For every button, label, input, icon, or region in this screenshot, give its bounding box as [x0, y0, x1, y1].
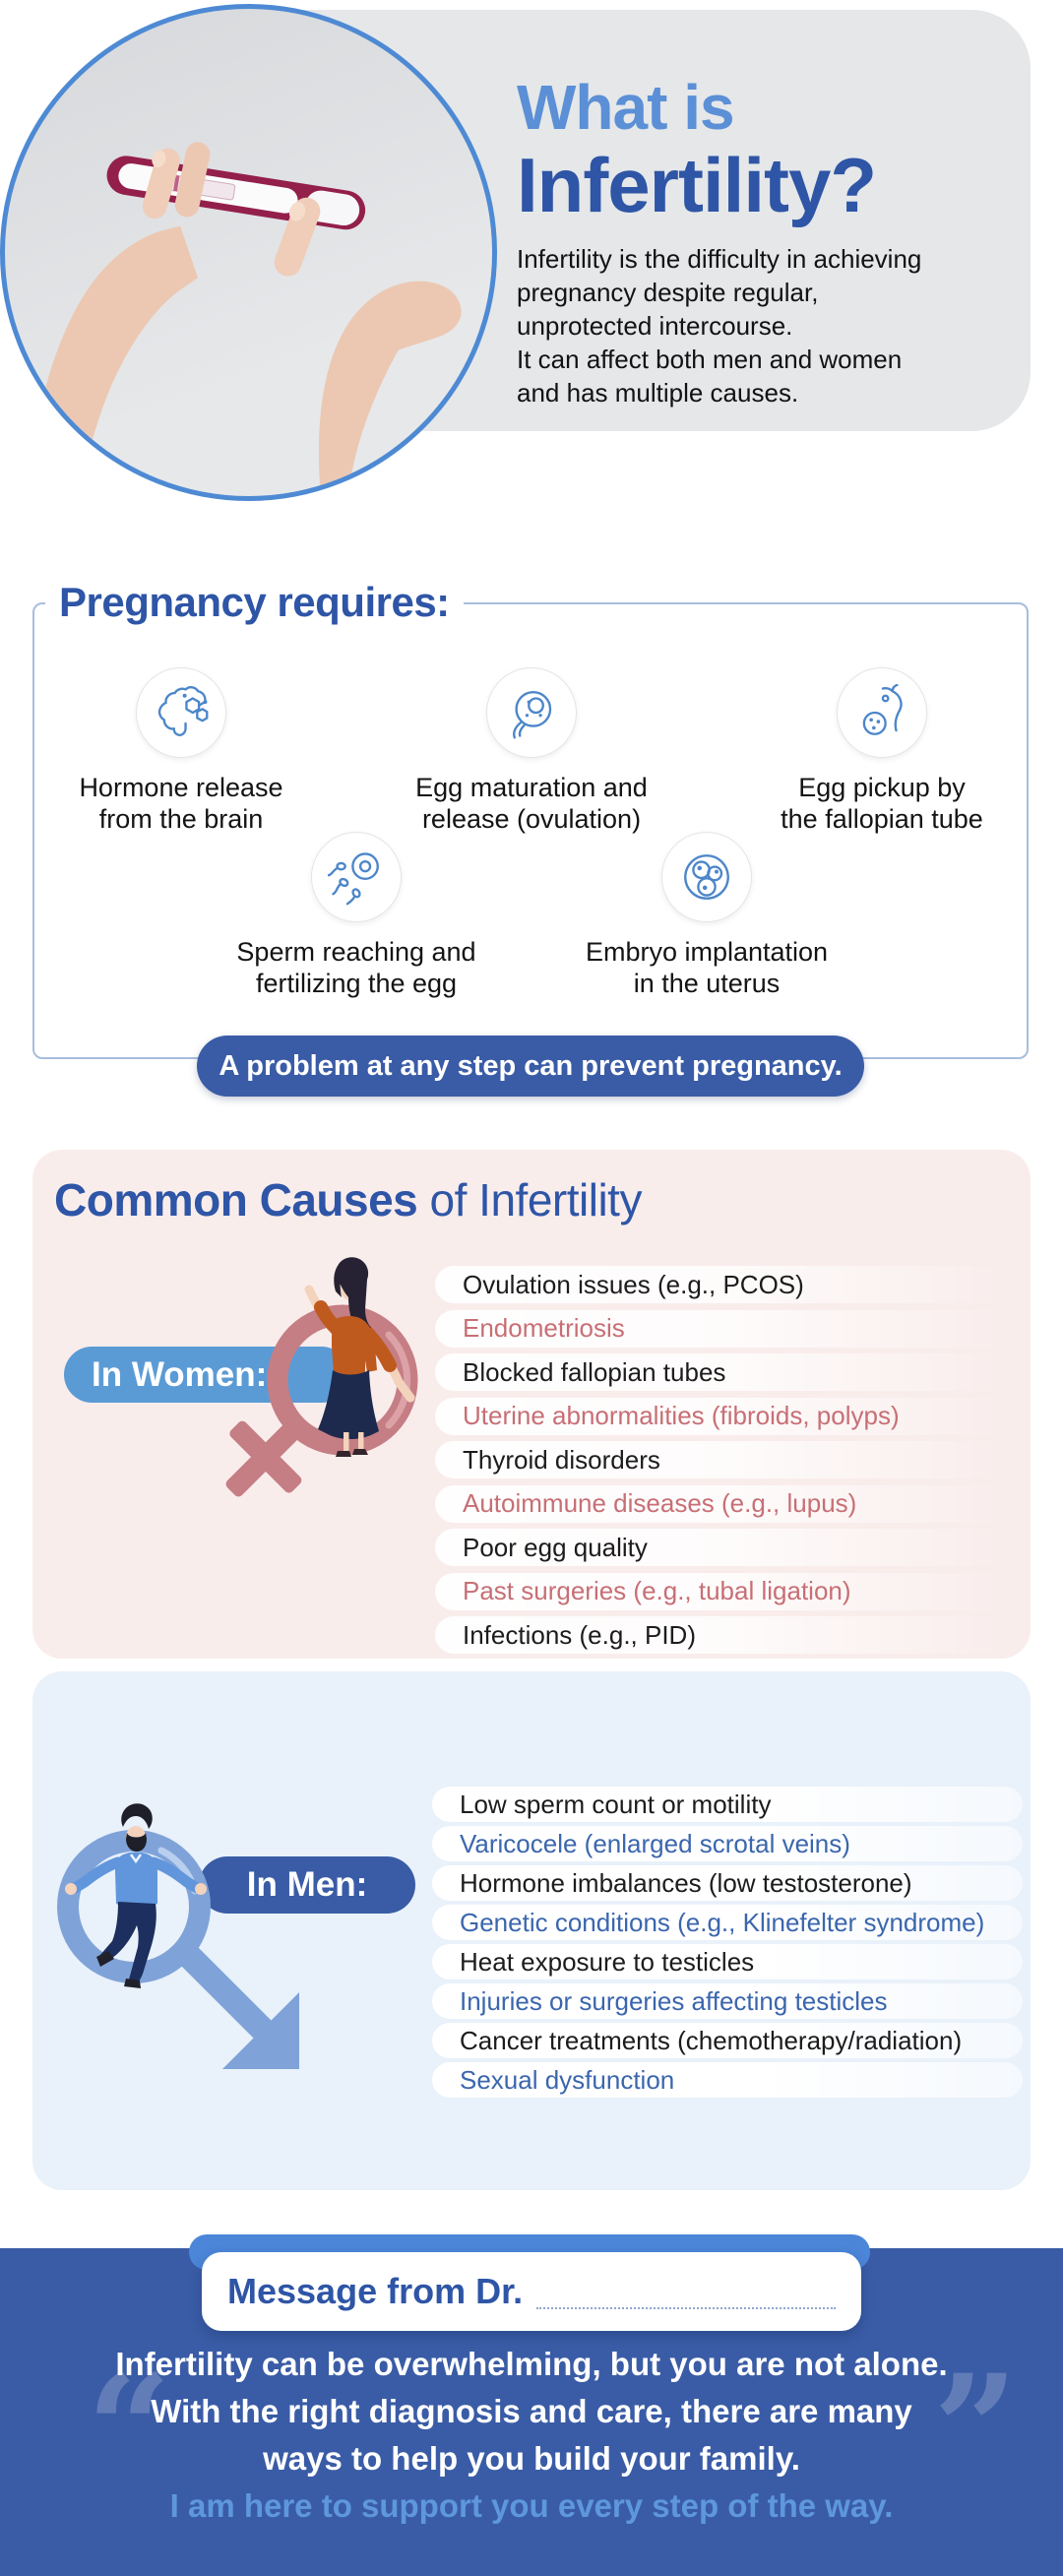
cause-item: Sexual dysfunction	[432, 2062, 1023, 2098]
page-title-dark: Infertility?	[517, 142, 877, 228]
step-hormone-release: Hormone release from the brain	[33, 667, 329, 835]
cause-item: Past surgeries (e.g., tubal ligation)	[435, 1572, 1026, 1610]
female-symbol-icon	[225, 1304, 418, 1497]
cause-item: Hormone imbalances (low testosterone)	[432, 1865, 1023, 1901]
women-causes-list: Ovulation issues (e.g., PCOS) Endometrio…	[435, 1266, 1026, 1654]
warning-banner: A problem at any step can prevent pregna…	[197, 1036, 864, 1097]
step-label: Egg pickup by the fallopian tube	[781, 773, 983, 834]
embryo-icon	[684, 854, 729, 900]
cause-item: Genetic conditions (e.g., Klinefelter sy…	[432, 1905, 1023, 1940]
cause-item: Uterine abnormalities (fibroids, polyps)	[435, 1397, 1026, 1435]
woman-figure	[304, 1257, 415, 1457]
doctor-message-text: Infertility can be overwhelming, but you…	[115, 2346, 948, 2477]
male-symbol-illustration	[57, 1803, 299, 2069]
egg-release-icon	[513, 690, 552, 739]
cause-item: Ovulation issues (e.g., PCOS)	[435, 1266, 1026, 1303]
step-label: Hormone release from the brain	[79, 773, 283, 834]
doctor-message-highlight: I am here to support you every step of t…	[169, 2487, 894, 2524]
brain-icon	[157, 686, 209, 737]
pregnancy-test-icon	[106, 156, 366, 230]
cause-item: Cancer treatments (chemotherapy/radiatio…	[432, 2023, 1023, 2058]
cause-item: Blocked fallopian tubes	[435, 1353, 1026, 1391]
cause-item: Varicocele (enlarged scrotal veins)	[432, 1826, 1023, 1861]
doctor-name-blank-line	[536, 2307, 836, 2309]
header-text-block: What is Infertility? Infertility is the …	[517, 73, 1048, 409]
female-symbol-illustration	[225, 1257, 418, 1497]
fallopian-tube-icon	[862, 684, 903, 735]
step-sperm-fertilization: Sperm reaching and fertilizing the egg	[209, 832, 504, 999]
cause-item: Low sperm count or motility	[432, 1787, 1023, 1822]
pregnancy-requires-title: Pregnancy requires:	[45, 577, 464, 628]
infertility-definition: Infertility is the difficulty in achievi…	[517, 244, 922, 408]
step-label: Embryo implantation in the uterus	[585, 937, 829, 998]
hands-holding-test-illustration	[25, 142, 462, 496]
man-figure	[65, 1803, 207, 1988]
message-from-dr-box: Message from Dr.	[202, 2252, 861, 2331]
message-from-dr-title: Message from Dr.	[227, 2271, 524, 2311]
common-causes-title-regular: of Infertility	[417, 1174, 643, 1225]
cause-item: Heat exposure to testicles	[432, 1944, 1023, 1979]
step-label: Egg maturation and release (ovulation)	[415, 773, 648, 834]
cause-item: Endometriosis	[435, 1309, 1026, 1348]
in-men-label: In Men:	[199, 1856, 415, 1914]
step-label: Sperm reaching and fertilizing the egg	[236, 937, 476, 998]
step-embryo-implantation: Embryo implantation in the uterus	[559, 832, 854, 999]
in-women-label: In Women:	[64, 1347, 349, 1403]
sperm-icon	[328, 852, 379, 906]
cause-item: Thyroid disorders	[435, 1441, 1026, 1478]
cause-item: Poor egg quality	[435, 1529, 1026, 1566]
cause-item: Injuries or surgeries affecting testicle…	[432, 1983, 1023, 2019]
cause-item: Infections (e.g., PID)	[435, 1616, 1026, 1654]
cause-item: Autoimmune diseases (e.g., lupus)	[435, 1484, 1026, 1523]
common-causes-title-bold: Common Causes	[54, 1174, 418, 1225]
page-title-light: What is	[517, 72, 735, 143]
common-causes-title: Common Causes of Infertility	[54, 1173, 642, 1226]
pregnancy-test-photo	[0, 4, 497, 501]
step-egg-pickup: Egg pickup by the fallopian tube	[734, 667, 1030, 835]
men-causes-list: Low sperm count or motility Varicocele (…	[432, 1787, 1023, 2098]
step-egg-maturation: Egg maturation and release (ovulation)	[384, 667, 679, 835]
